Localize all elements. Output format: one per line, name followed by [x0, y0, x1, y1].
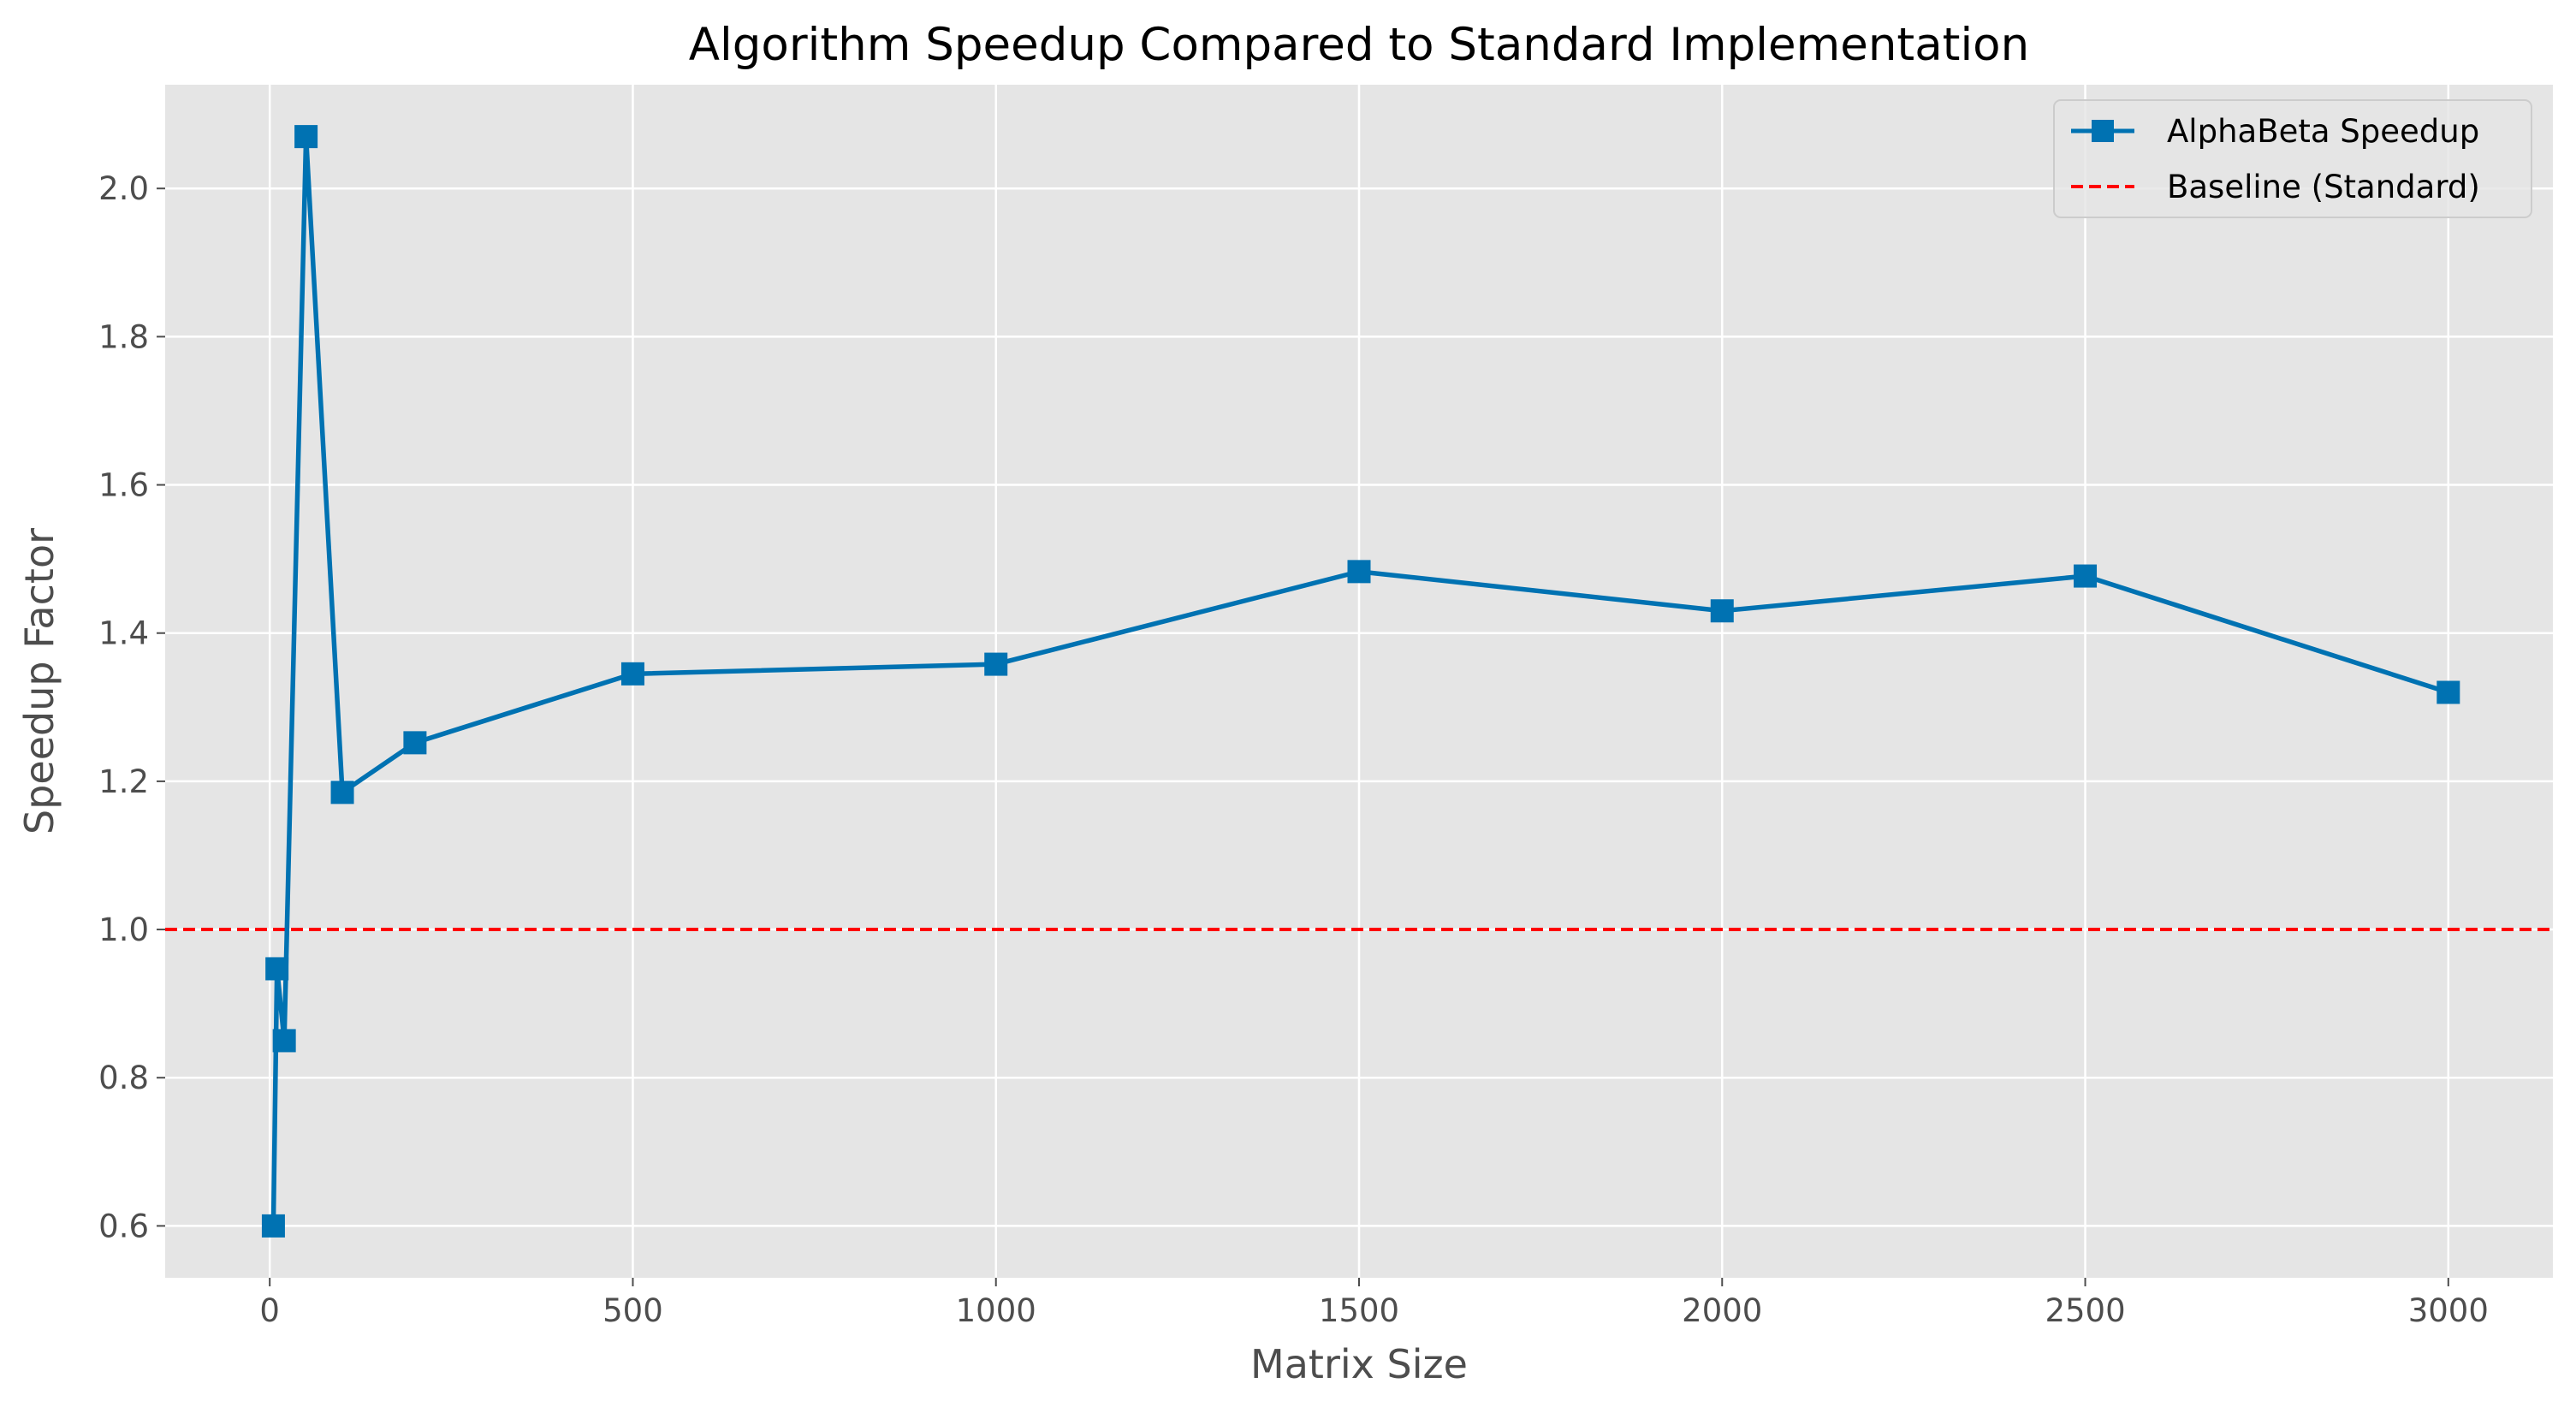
x-tick-label: 2000 — [1682, 1292, 1762, 1329]
data-point-marker — [403, 731, 427, 755]
x-tick-label: 1000 — [956, 1292, 1036, 1329]
x-tick-label: 3000 — [2408, 1292, 2489, 1329]
data-point-marker — [2074, 564, 2098, 588]
x-tick-label: 1500 — [1319, 1292, 1399, 1329]
axis-ticks: 0 500 1000 1500 2000 2500 3000 0.6 0.8 1.0 1.2 1.4 1… — [98, 170, 2489, 1329]
y-tick-label: 1.0 — [98, 911, 149, 948]
data-point-marker — [265, 957, 289, 981]
x-tick-label: 0 — [259, 1292, 280, 1329]
legend-series-marker — [2092, 120, 2114, 142]
x-tick-label: 500 — [602, 1292, 663, 1329]
data-point-marker — [261, 1214, 285, 1238]
x-axis-label: Matrix Size — [1250, 1341, 1468, 1387]
y-tick-label: 0.6 — [98, 1208, 149, 1244]
y-axis-label: Speedup Factor — [16, 528, 62, 834]
legend-frame — [2053, 99, 2532, 218]
data-point-marker — [294, 125, 318, 149]
data-point-marker — [620, 662, 644, 686]
legend: AlphaBeta Speedup Baseline (Standard) — [2053, 99, 2532, 218]
legend-baseline-label: Baseline (Standard) — [2167, 169, 2480, 205]
y-tick-label: 1.6 — [98, 467, 149, 504]
y-tick-label: 2.0 — [98, 170, 149, 207]
y-tick-label: 1.2 — [98, 763, 149, 800]
chart-title: Algorithm Speedup Compared to Standard I… — [689, 19, 2029, 71]
data-series — [261, 125, 2460, 1238]
data-point-marker — [1710, 599, 1734, 623]
y-tick-label: 1.8 — [98, 318, 149, 355]
x-tick-label: 2500 — [2045, 1292, 2125, 1329]
data-point-marker — [272, 1029, 296, 1053]
data-point-marker — [1347, 560, 1371, 584]
series-line — [270, 134, 2451, 1229]
y-tick-label: 1.4 — [98, 615, 149, 652]
data-point-marker — [984, 652, 1008, 676]
data-point-marker — [2437, 680, 2460, 704]
legend-series-label: AlphaBeta Speedup — [2167, 113, 2479, 150]
y-tick-label: 0.8 — [98, 1060, 149, 1096]
data-point-marker — [330, 781, 354, 804]
